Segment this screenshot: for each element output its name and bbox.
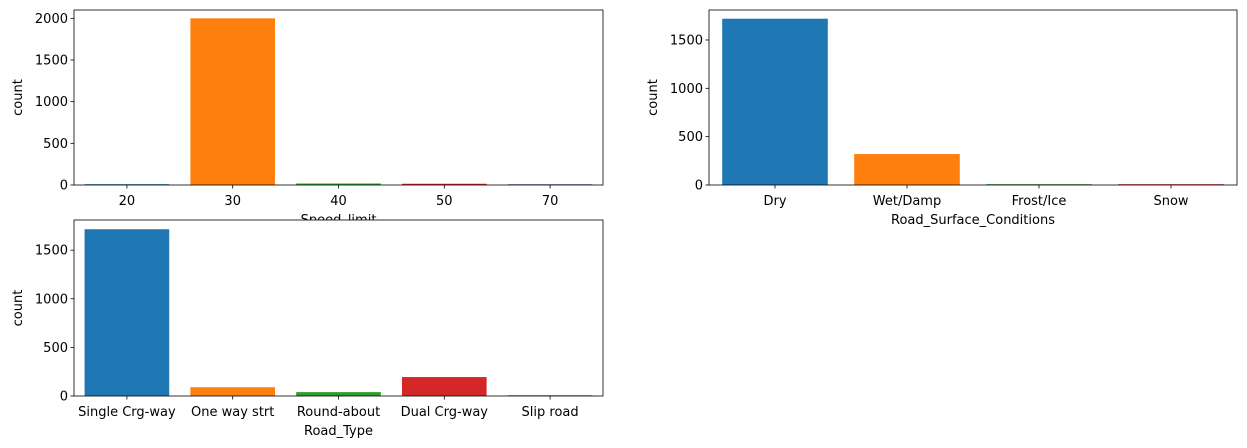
chart-3: 0 500 1000 1500 Single Crg-way One way strt Ro…: [11, 219, 604, 439]
y-tick-label: 1000: [35, 292, 68, 307]
x-tick-label: Dual Crg-way: [401, 405, 489, 420]
bar-round-about: [296, 392, 381, 396]
y-axis-label: count: [646, 79, 661, 116]
y-tick-label: 500: [43, 341, 68, 356]
y-tick-label: 0: [60, 179, 68, 194]
y-tick-label: 1500: [35, 54, 68, 69]
bar-50: [401, 183, 487, 185]
x-tick-label: 50: [436, 194, 453, 209]
x-tick-label: Single Crg-way: [78, 405, 176, 420]
x-tick-label: 20: [119, 194, 136, 209]
bar-dry: [722, 18, 828, 185]
y-tick-label: 0: [60, 390, 68, 405]
chart-2: 0 500 1000 1500 Dry Wet/Damp Frost/Ice Snow Road…: [646, 9, 1238, 228]
chart-1: 05001000150020002030405070Speed_limitcou…: [11, 9, 604, 228]
x-tick-label: 70: [542, 194, 559, 209]
x-tick-label: Wet/Damp: [873, 194, 941, 209]
bar-30: [190, 18, 276, 186]
x-tick-label: One way strt: [191, 405, 274, 420]
bar-one-way-strt: [190, 387, 276, 396]
x-tick-label: Round-about: [297, 405, 380, 420]
y-axis-label: count: [11, 290, 26, 327]
y-tick-label: 1500: [35, 244, 68, 259]
y-tick-label: 500: [43, 137, 68, 152]
y-tick-label: 1000: [35, 95, 68, 110]
y-tick-label: 0: [695, 179, 703, 194]
bar-wet-damp: [854, 154, 960, 185]
x-tick-label: Dry: [763, 194, 786, 209]
x-tick-label: Snow: [1153, 194, 1188, 209]
y-tick-label: 1000: [670, 82, 703, 97]
y-axis-label: count: [11, 79, 26, 116]
x-tick-label: 40: [330, 194, 347, 209]
y-tick-label: 1500: [670, 33, 703, 48]
bar-single-crg-way: [84, 229, 170, 396]
plot-frame: [708, 9, 1238, 186]
x-tick-label: Frost/Ice: [1012, 194, 1067, 209]
x-tick-label: 30: [224, 194, 241, 209]
bar-dual-crg-way: [401, 377, 487, 396]
x-tick-label: Slip road: [522, 405, 579, 420]
bar-40: [296, 183, 381, 185]
y-tick-label: 2000: [35, 12, 68, 27]
y-tick-label: 500: [678, 130, 703, 145]
x-axis-label: Road_Surface_Conditions: [891, 213, 1055, 228]
x-axis-label: Road_Type: [304, 424, 373, 439]
